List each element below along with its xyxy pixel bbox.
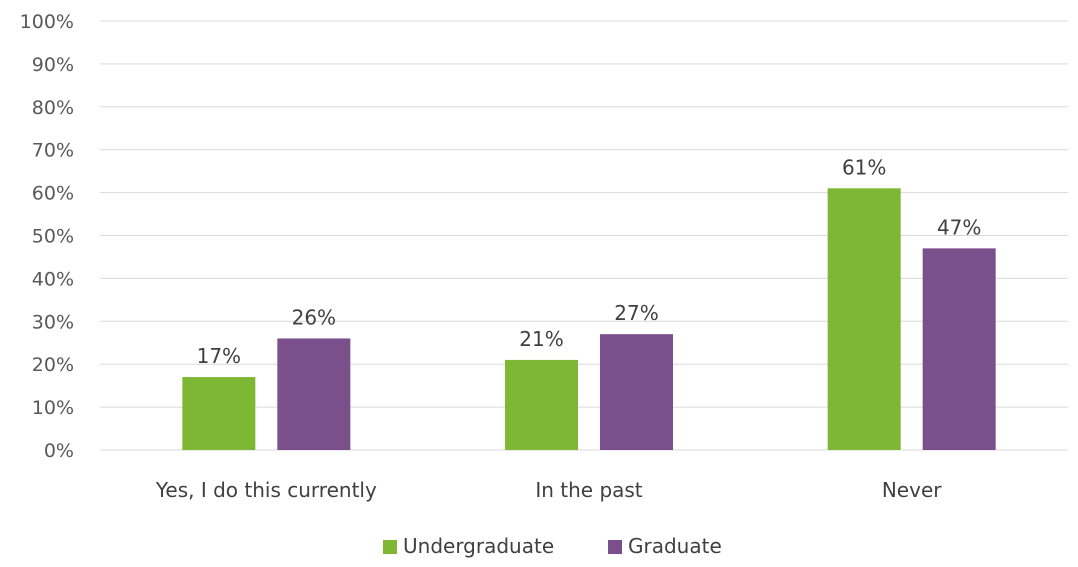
legend-swatch (608, 540, 622, 554)
gridlines (100, 20, 1068, 451)
data-label: 26% (292, 305, 336, 329)
legend-label: Graduate (628, 534, 722, 558)
data-label: 61% (842, 155, 886, 179)
bars (182, 188, 996, 450)
y-tick-label: 0% (44, 440, 74, 462)
x-axis-category-labels: Yes, I do this currently In the past Never (155, 478, 942, 502)
y-tick-label: 80% (32, 97, 74, 119)
bar-graduate-2 (922, 248, 996, 450)
bar-graduate-1 (600, 334, 673, 450)
legend: Undergraduate Graduate (383, 534, 722, 558)
data-labels: 17% 26% 21% 27% 61% 47% (197, 155, 982, 368)
bar-graduate-0 (277, 338, 351, 450)
y-tick-label: 50% (32, 226, 74, 248)
y-tick-label: 70% (32, 140, 74, 162)
y-axis-tick-labels: 0% 10% 20% 30% 40% 50% 60% 70% 80% 90% 100% (20, 11, 74, 462)
y-tick-label: 30% (32, 311, 74, 333)
y-tick-label: 100% (20, 11, 74, 33)
y-tick-label: 10% (32, 397, 74, 419)
y-tick-label: 90% (32, 54, 74, 76)
data-label: 47% (937, 215, 981, 239)
category-label: In the past (535, 478, 642, 502)
bar-undergraduate-0 (182, 377, 256, 450)
y-tick-label: 40% (32, 268, 74, 290)
category-label: Never (882, 478, 942, 502)
y-tick-label: 60% (32, 183, 74, 205)
bar-undergraduate-2 (827, 188, 901, 450)
legend-label: Undergraduate (403, 534, 554, 558)
bar-undergraduate-1 (505, 359, 578, 450)
data-label: 17% (197, 344, 241, 368)
data-label: 27% (614, 301, 658, 325)
y-tick-label: 20% (32, 354, 74, 376)
legend-swatch (383, 540, 397, 554)
category-label: Yes, I do this currently (155, 478, 377, 502)
data-label: 21% (519, 327, 563, 351)
